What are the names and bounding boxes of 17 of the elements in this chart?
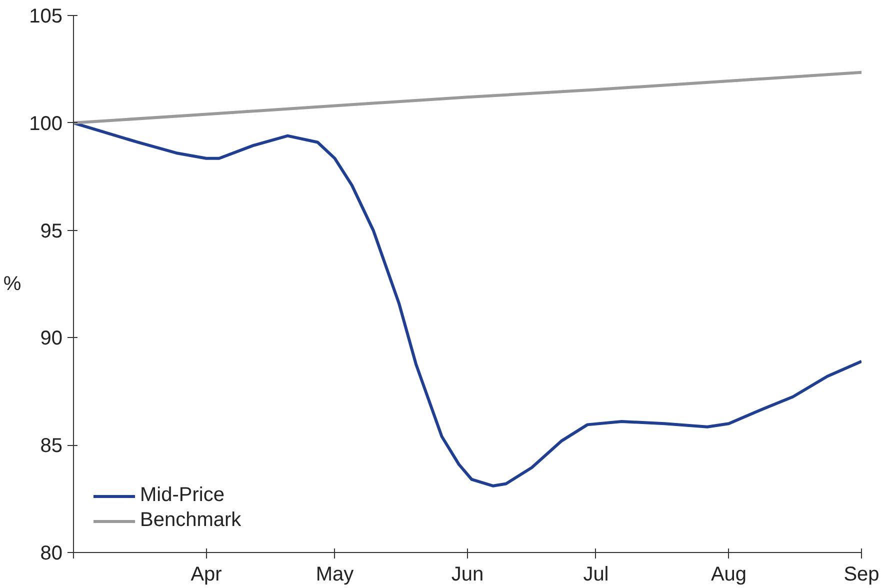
x-tick-label: Jul bbox=[583, 564, 609, 586]
y-tick-label: 85 bbox=[40, 435, 63, 458]
x-tick-label: Apr bbox=[190, 564, 222, 586]
legend-label: Mid-Price bbox=[140, 484, 224, 507]
y-tick-label: 90 bbox=[40, 328, 63, 350]
x-tick-label: Jun bbox=[451, 564, 484, 586]
y-tick-label: 80 bbox=[40, 542, 63, 564]
legend-label: Benchmark bbox=[140, 509, 242, 532]
x-tick-label: Aug bbox=[710, 564, 747, 586]
line-series bbox=[74, 121, 862, 488]
y-tick-label: 95 bbox=[40, 220, 63, 242]
x-tick-label: May bbox=[316, 564, 354, 586]
x-tick-label: Sep bbox=[844, 564, 880, 586]
y-tick-label: 105 bbox=[29, 6, 63, 28]
y-tick-label: 100 bbox=[29, 112, 63, 135]
y-axis-title: % bbox=[3, 273, 22, 295]
line-series bbox=[74, 70, 862, 124]
